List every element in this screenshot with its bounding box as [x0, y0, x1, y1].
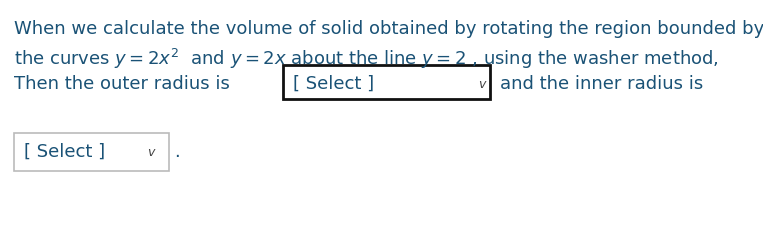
Text: v: v	[147, 146, 155, 158]
Text: v: v	[478, 77, 486, 91]
FancyBboxPatch shape	[283, 65, 490, 99]
Text: [ Select ]: [ Select ]	[24, 143, 105, 161]
Text: When we calculate the volume of solid obtained by rotating the region bounded by: When we calculate the volume of solid ob…	[14, 20, 763, 38]
FancyBboxPatch shape	[14, 133, 169, 171]
Text: .: .	[174, 143, 180, 161]
Text: Then the outer radius is: Then the outer radius is	[14, 75, 230, 93]
Text: and the inner radius is: and the inner radius is	[500, 75, 703, 93]
Text: the curves $y = 2x^2$  and $y = 2x$ about the line $y = 2$ , using the washer me: the curves $y = 2x^2$ and $y = 2x$ about…	[14, 47, 719, 71]
Text: [ Select ]: [ Select ]	[293, 75, 374, 93]
